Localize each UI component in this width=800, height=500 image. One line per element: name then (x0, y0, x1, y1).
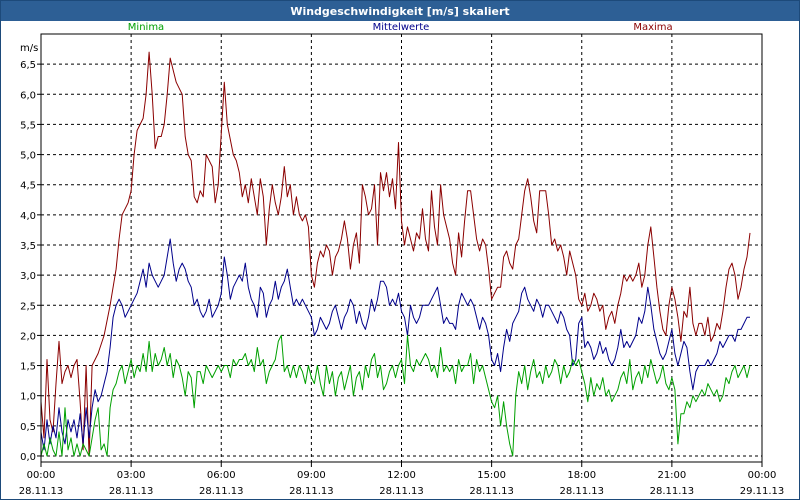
y-axis-ticks: 0,0 0,5 1,0 1,5 2,0 2,5 3,0 3,5 4,0 4,5 5,0 5,5 6,0 6… (20, 60, 41, 463)
x-tick-date-label: 28.11.13 (109, 486, 154, 497)
y-axis-unit: m/s (20, 43, 38, 54)
x-tick-date-label: 28.11.13 (379, 486, 424, 497)
series-line-maxima (40, 51, 751, 457)
x-tick-date-label: 28.11.13 (650, 486, 695, 497)
x-tick-time-label: 18:00 (567, 470, 596, 481)
legend: Minima Mittelwerte Maxima (128, 22, 673, 33)
x-tick-time-label: 06:00 (207, 470, 236, 481)
grid-lines (41, 34, 762, 462)
x-tick-date-label: 28.11.13 (199, 486, 244, 497)
x-tick-time-label: 12:00 (387, 470, 416, 481)
y-tick-label: 6,0 (20, 90, 36, 101)
x-tick-date-label: 28.11.13 (19, 486, 64, 497)
y-tick-label: 5,0 (20, 151, 36, 162)
x-tick-time-label: 00:00 (27, 470, 56, 481)
y-tick-label: 0,0 (20, 452, 36, 463)
plot-area (41, 34, 762, 462)
series-line-mittelwerte (40, 238, 750, 451)
y-tick-label: 2,0 (20, 331, 36, 342)
x-tick-date-label: 28.11.13 (289, 486, 334, 497)
y-tick-label: 1,5 (20, 362, 36, 373)
x-tick-time-label: 09:00 (297, 470, 326, 481)
legend-label-minima: Minima (128, 22, 164, 33)
y-tick-label: 4,5 (20, 181, 36, 192)
x-tick-date-label: 28.11.13 (469, 486, 514, 497)
x-tick-time-label: 00:00 (748, 470, 777, 481)
window-title: Windgeschwindigkeit [m/s] skaliert (290, 4, 510, 18)
x-tick-time-label: 03:00 (117, 470, 146, 481)
legend-label-maxima: Maxima (633, 22, 672, 33)
x-axis-ticks: 00:00 28.11.13 03:00 28.11.13 06:00 28.11.13 0… (19, 462, 785, 497)
y-tick-label: 0,5 (20, 422, 36, 433)
y-tick-label: 6,5 (20, 60, 36, 71)
y-tick-label: 2,5 (20, 301, 36, 312)
x-tick-date-label: 29.11.13 (740, 486, 785, 497)
x-tick-date-label: 28.11.13 (559, 486, 604, 497)
series-lines (40, 51, 751, 457)
series-line-minima (40, 334, 751, 457)
y-tick-label: 1,0 (20, 392, 36, 403)
y-tick-label: 3,0 (20, 271, 36, 282)
wind-speed-chart: m/s 0,0 0,5 1,0 1,5 2,0 2,5 3,0 3,5 4,0 4,5 5,0 5,5… (19, 22, 785, 497)
y-tick-label: 4,0 (20, 211, 36, 222)
title-bar: Windgeschwindigkeit [m/s] skaliert (1, 1, 799, 21)
x-tick-time-label: 15:00 (477, 470, 506, 481)
x-tick-time-label: 21:00 (657, 470, 686, 481)
legend-label-mittelwerte: Mittelwerte (373, 22, 430, 33)
y-tick-label: 3,5 (20, 241, 36, 252)
y-tick-label: 5,5 (20, 120, 36, 131)
